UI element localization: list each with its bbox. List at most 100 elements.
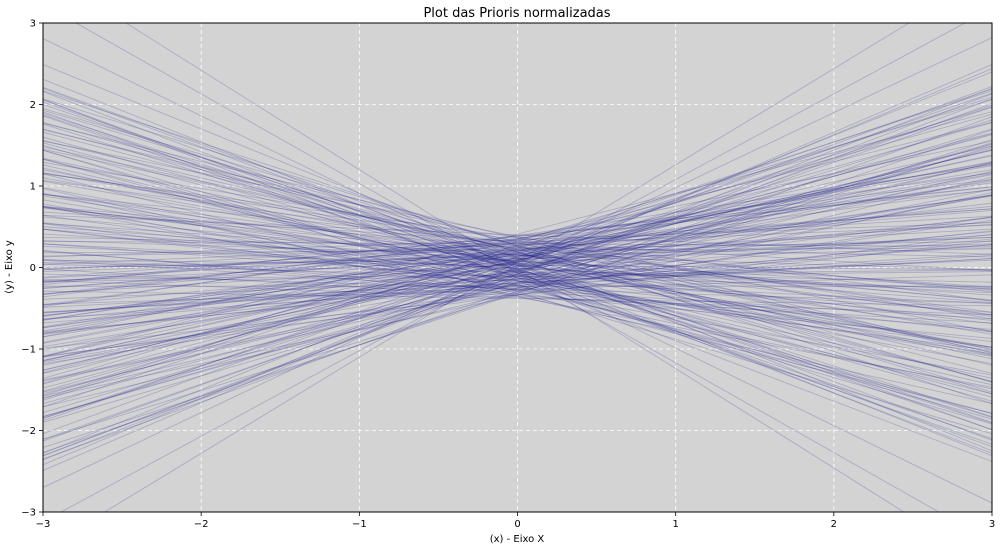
prior-line: [43, 269, 992, 281]
prior-line: [43, 98, 992, 457]
prior-line: [43, 37, 992, 488]
prior-line: [43, 186, 992, 295]
prior-line: [43, 236, 992, 273]
prior-line: [43, 106, 992, 396]
prior-line: [43, 216, 992, 335]
prior-line: [43, 199, 992, 357]
y-axis-label: (y) - Eixo y: [4, 240, 15, 294]
prior-line: [43, 258, 992, 313]
prior-line: [43, 108, 992, 383]
prior-line: [43, 205, 992, 290]
prior-line: [43, 144, 992, 425]
prior-line: [43, 103, 992, 442]
prior-line: [43, 268, 992, 324]
x-axis-label: (x) - Eixo X: [490, 534, 545, 545]
prior-line: [43, 142, 992, 398]
prior-line: [43, 68, 992, 466]
prior-line: [43, 173, 992, 414]
y-tick-label: −3: [21, 508, 36, 519]
prior-line: [43, 263, 992, 290]
prior-line: [43, 140, 992, 338]
prior-line: [43, 214, 992, 348]
prior-line: [125, 23, 905, 512]
prior-line: [43, 134, 992, 385]
prior-line: [43, 187, 992, 365]
prior-line: [43, 172, 992, 316]
prior-line: [43, 139, 992, 366]
prior-line: [43, 129, 992, 453]
prior-line: [43, 259, 992, 320]
prior-line: [43, 129, 992, 356]
x-tick-label: 0: [514, 519, 520, 530]
prior-line: [43, 106, 992, 440]
prior-line: [43, 167, 992, 379]
prior-line: [43, 259, 992, 300]
prior-line: [43, 87, 992, 461]
prior-line: [43, 146, 992, 353]
prior-line: [43, 188, 992, 405]
prior-line: [60, 23, 966, 512]
prior-line: [43, 158, 992, 414]
prior-line: [43, 158, 992, 395]
prior-line: [43, 205, 992, 325]
prior-line: [43, 38, 992, 504]
prior-line: [43, 216, 992, 301]
prior-line: [43, 111, 992, 357]
prior-line: [43, 193, 992, 332]
prior-line: [43, 228, 992, 303]
prior-line: [43, 142, 992, 418]
prior-line: [43, 195, 992, 329]
prior-line: [43, 171, 992, 344]
prior-line: [43, 233, 992, 289]
prior-line: [43, 231, 992, 321]
prior-line: [43, 132, 992, 374]
prior-line: [43, 193, 992, 317]
prior-line: [43, 205, 992, 388]
prior-line: [43, 101, 992, 431]
prior-line: [43, 86, 992, 435]
prior-line: [43, 71, 992, 454]
prior-line: [43, 176, 992, 408]
prior-line: [43, 194, 992, 382]
prior-line: [43, 149, 992, 435]
prior-line: [43, 96, 992, 401]
prior-line: [43, 165, 992, 328]
prior-line: [43, 194, 992, 347]
prior-line: [43, 216, 992, 365]
prior-line: [43, 64, 992, 452]
prior-line: [43, 189, 992, 284]
prior-line: [43, 136, 992, 402]
prior-line: [43, 233, 992, 357]
prior-line: [43, 208, 992, 283]
prior-line: [43, 119, 992, 419]
prior-line: [43, 258, 992, 304]
prior-line: [43, 140, 992, 333]
prior-line: [43, 113, 992, 418]
prior-line: [43, 164, 992, 386]
prior-line: [43, 139, 992, 449]
prior-line: [43, 228, 992, 333]
prior-line: [43, 240, 992, 271]
prior-line: [43, 179, 992, 298]
prior-line: [43, 211, 992, 272]
prior-line: [43, 219, 992, 358]
prior-line: [43, 121, 992, 392]
prior-line: [43, 223, 992, 288]
prior-line: [43, 172, 992, 335]
prior-line: [43, 224, 992, 265]
x-tick-label: −3: [36, 519, 51, 530]
prior-line: [43, 243, 992, 269]
prior-line: [43, 210, 992, 290]
prior-line: [43, 274, 992, 305]
prior-line: [43, 228, 992, 279]
chart-title: Plot das Prioris normalizadas: [423, 6, 610, 21]
x-tick-label: −1: [352, 519, 367, 530]
prior-line: [43, 161, 992, 343]
prior-line: [43, 157, 992, 360]
prior-line: [43, 162, 992, 374]
prior-line: [43, 222, 992, 258]
prior-line: [43, 133, 992, 389]
prior-line: [43, 109, 992, 395]
